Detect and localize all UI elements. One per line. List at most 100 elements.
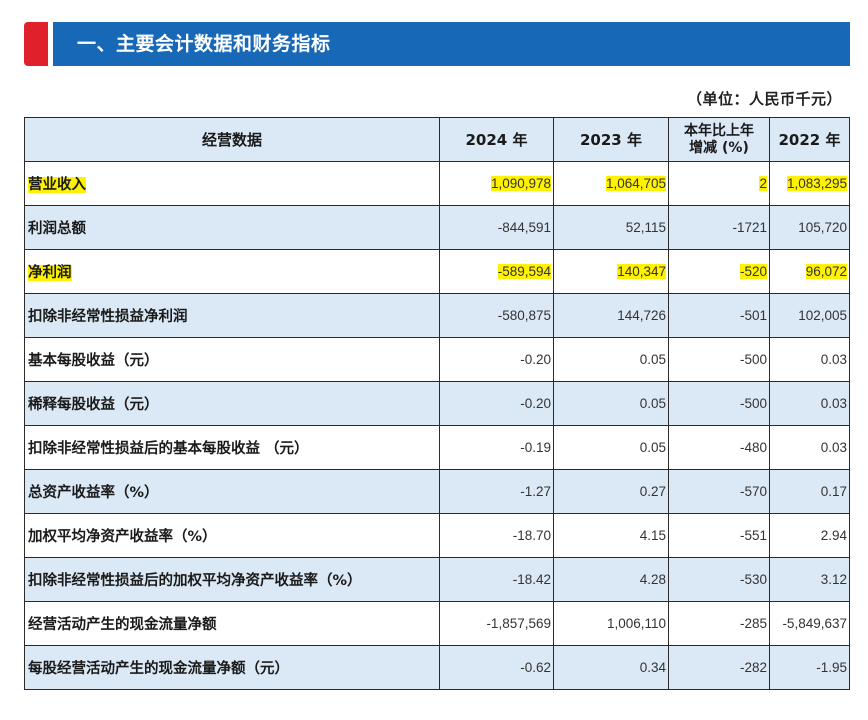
row-label: 经营活动产生的现金流量净额 (24, 601, 440, 646)
cell-2024-text: -844,591 (497, 220, 551, 235)
row-label-text: 扣除非经常性损益净利润 (28, 309, 188, 325)
cell-change: 2 (668, 161, 770, 206)
row-label-text: 经营活动产生的现金流量净额 (28, 617, 217, 633)
cell-2022: 96,072 (769, 249, 850, 294)
cell-change-text: -480 (739, 440, 767, 455)
cell-change: -501 (668, 293, 770, 338)
cell-change: -530 (668, 557, 770, 602)
cell-2023: 4.15 (553, 513, 669, 558)
cell-2024: -1,857,569 (439, 601, 554, 646)
row-label: 扣除非经常性损益后的加权平均净资产收益率（%） (24, 557, 440, 602)
cell-2022-text: 105,720 (798, 220, 847, 235)
cell-change: -480 (668, 425, 770, 470)
row-label: 加权平均净资产收益率（%） (24, 513, 440, 558)
row-label: 扣除非经常性损益后的基本每股收益 （元） (24, 425, 440, 470)
table-row: 每股经营活动产生的现金流量净额（元） -0.62 0.34 -282 -1.95 (24, 645, 850, 690)
section-banner: 一、主要会计数据和财务指标 (24, 22, 850, 66)
cell-2024: -1.27 (439, 469, 554, 514)
cell-2024-text: -589,594 (497, 264, 551, 279)
cell-2024-text: -0.20 (520, 396, 551, 411)
cell-2024-text: -1,857,569 (486, 616, 551, 631)
cell-2023: 140,347 (553, 249, 669, 294)
table-row: 基本每股收益（元） -0.20 0.05 -500 0.03 (24, 337, 850, 382)
table-row: 总资产收益率（%） -1.27 0.27 -570 0.17 (24, 469, 850, 514)
cell-change-text: 2 (759, 176, 767, 191)
table-row: 稀释每股收益（元） -0.20 0.05 -500 0.03 (24, 381, 850, 426)
cell-2024: -18.42 (439, 557, 554, 602)
table-row: 扣除非经常性损益净利润 -580,875 144,726 -501 102,005 (24, 293, 850, 338)
cell-2023: 52,115 (553, 205, 669, 250)
row-label-text: 利润总额 (28, 221, 86, 237)
cell-2024: -0.19 (439, 425, 554, 470)
cell-change-text: -1721 (732, 220, 767, 235)
header-change: 本年比上年 增减 (%) (668, 117, 770, 162)
cell-2024: -18.70 (439, 513, 554, 558)
cell-2024: -844,591 (439, 205, 554, 250)
cell-2023: 144,726 (553, 293, 669, 338)
header-item: 经营数据 (24, 117, 440, 162)
cell-2023-text: 1,064,705 (605, 176, 666, 191)
cell-change: -520 (668, 249, 770, 294)
section-title: 一、主要会计数据和财务指标 (53, 22, 850, 66)
header-2022: 2022 年 (769, 117, 850, 162)
row-label: 扣除非经常性损益净利润 (24, 293, 440, 338)
cell-2023-text: 144,726 (617, 308, 666, 323)
cell-2024-text: -580,875 (497, 308, 551, 323)
table-row: 净利润 -589,594 140,347 -520 96,072 (24, 249, 850, 294)
row-label-text: 稀释每股收益（元） (28, 397, 159, 413)
cell-change-text: -551 (739, 528, 767, 543)
cell-change: -500 (668, 381, 770, 426)
table-row: 扣除非经常性损益后的加权平均净资产收益率（%） -18.42 4.28 -530 3.1… (24, 557, 850, 602)
cell-2022: -1.95 (769, 645, 850, 690)
row-label: 营业收入 (24, 161, 440, 206)
financial-data-table: 经营数据 2024 年 2023 年 本年比上年 增减 (%) 2022 年 营… (24, 117, 850, 690)
cell-2023-text: 0.27 (639, 484, 666, 499)
table-row: 经营活动产生的现金流量净额 -1,857,569 1,006,110 -285 -5,8… (24, 601, 850, 646)
cell-2023-text: 0.05 (639, 352, 666, 367)
cell-change: -551 (668, 513, 770, 558)
cell-2023: 0.34 (553, 645, 669, 690)
cell-change-text: -570 (739, 484, 767, 499)
row-label-text: 净利润 (28, 265, 72, 281)
cell-2022: 2.94 (769, 513, 850, 558)
cell-2023-text: 1,006,110 (606, 616, 666, 631)
row-label: 基本每股收益（元） (24, 337, 440, 382)
cell-change-text: -500 (739, 396, 767, 411)
table-row: 利润总额 -844,591 52,115 -1721 105,720 (24, 205, 850, 250)
unit-label: （单位：人民币千元） (686, 90, 842, 108)
cell-change-text: -501 (739, 308, 767, 323)
cell-2023: 1,006,110 (553, 601, 669, 646)
cell-change: -285 (668, 601, 770, 646)
cell-2022: -5,849,637 (769, 601, 850, 646)
cell-change: -500 (668, 337, 770, 382)
table-header-row: 经营数据 2024 年 2023 年 本年比上年 增减 (%) 2022 年 (24, 117, 850, 162)
cell-change: -1721 (668, 205, 770, 250)
cell-2022-text: 2.94 (820, 528, 847, 543)
cell-2022: 3.12 (769, 557, 850, 602)
cell-change-text: -500 (739, 352, 767, 367)
cell-2022: 1,083,295 (769, 161, 850, 206)
cell-2022: 105,720 (769, 205, 850, 250)
cell-change-text: -520 (739, 264, 767, 279)
header-change-line1: 本年比上年 (684, 122, 754, 139)
cell-change: -282 (668, 645, 770, 690)
cell-2024: -580,875 (439, 293, 554, 338)
header-change-line2: 增减 (%) (689, 139, 749, 156)
cell-2022-text: 102,005 (798, 308, 847, 323)
cell-2022: 102,005 (769, 293, 850, 338)
table-row: 营业收入 1,090,978 1,064,705 2 1,083,295 (24, 161, 850, 206)
cell-2022: 0.03 (769, 425, 850, 470)
cell-2023-text: 0.05 (639, 396, 666, 411)
cell-2023: 4.28 (553, 557, 669, 602)
cell-2022: 0.17 (769, 469, 850, 514)
row-label-text: 总资产收益率（%） (28, 485, 159, 501)
cell-2024: 1,090,978 (439, 161, 554, 206)
cell-2022-text: 3.12 (820, 572, 847, 587)
cell-2022-text: -5,849,637 (782, 616, 847, 631)
cell-2022-text: 0.17 (820, 484, 847, 499)
cell-2024-text: -18.70 (512, 528, 551, 543)
cell-2023: 0.05 (553, 381, 669, 426)
header-2023: 2023 年 (553, 117, 669, 162)
cell-2022-text: 1,083,295 (786, 176, 847, 191)
row-label-text: 每股经营活动产生的现金流量净额（元） (28, 661, 289, 677)
